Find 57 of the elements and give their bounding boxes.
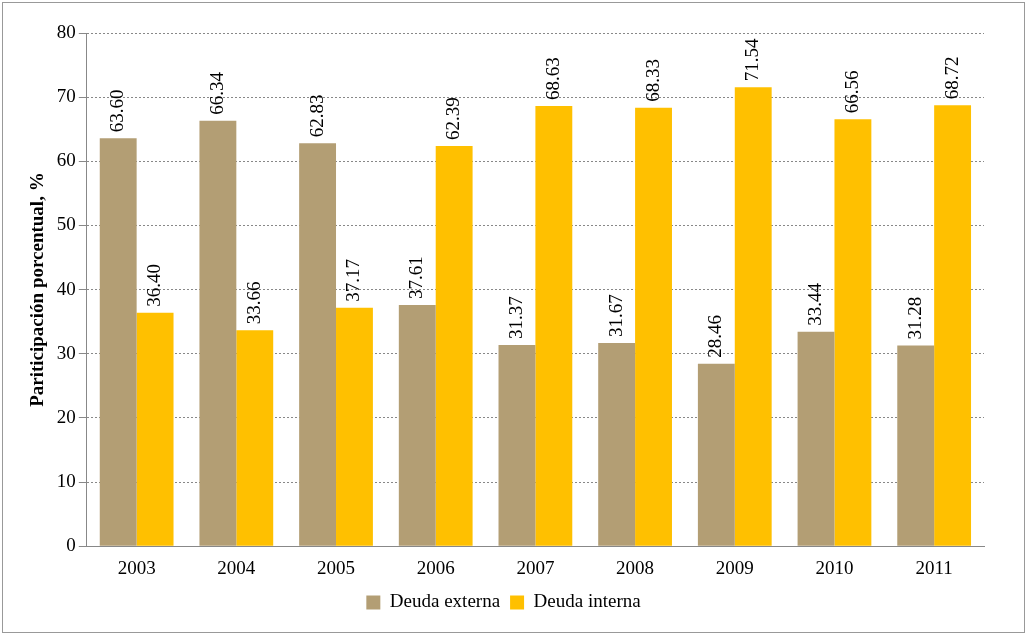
data-label: 71.54 — [741, 38, 763, 82]
bar — [99, 138, 137, 546]
y-axis-title: Pariticipación porcentual, % — [26, 172, 48, 407]
data-label: 63.60 — [106, 89, 128, 133]
bar — [734, 87, 772, 546]
y-tick-label: 60 — [56, 149, 76, 171]
x-tick-label: 2009 — [715, 556, 754, 578]
data-label: 31.67 — [604, 294, 626, 338]
bar — [697, 363, 735, 546]
y-tick-label: 10 — [56, 470, 76, 492]
x-tick-label: 2008 — [616, 556, 655, 578]
data-label: 68.63 — [541, 57, 563, 100]
data-label: 66.56 — [840, 70, 862, 114]
y-tick-label: 20 — [56, 405, 76, 427]
bar — [199, 120, 237, 546]
bar — [336, 307, 373, 546]
bar — [897, 345, 935, 546]
data-label: 31.37 — [504, 296, 526, 339]
data-label: 33.66 — [242, 281, 264, 325]
x-tick-label: 2011 — [915, 556, 953, 578]
data-label: 68.33 — [641, 59, 663, 102]
bar — [834, 119, 872, 546]
x-tick-label: 2006 — [416, 556, 455, 578]
bar — [797, 331, 835, 546]
data-label: 68.72 — [940, 56, 962, 100]
x-tick-label: 2003 — [117, 556, 156, 578]
data-label: 33.44 — [804, 282, 826, 326]
data-label: 28.46 — [704, 314, 726, 358]
bar — [934, 105, 972, 546]
data-label: 66.34 — [205, 71, 227, 115]
y-tick-label: 70 — [56, 85, 76, 107]
legend-label: Deuda interna — [533, 590, 642, 612]
bar — [398, 304, 436, 546]
y-tick-label: 30 — [56, 341, 76, 363]
y-tick-label: 80 — [56, 20, 76, 42]
bar — [299, 143, 337, 546]
bar — [236, 330, 274, 546]
x-tick-label: 2007 — [516, 556, 555, 578]
legend-label: Deuda externa — [389, 590, 501, 612]
x-tick-label: 2010 — [815, 556, 854, 578]
data-label: 37.17 — [342, 259, 364, 302]
bar — [435, 145, 473, 546]
x-tick-label: 2005 — [317, 556, 356, 578]
data-label: 31.28 — [903, 296, 925, 340]
bar — [535, 105, 573, 546]
bar — [498, 344, 536, 546]
bar — [598, 343, 636, 546]
y-tick-label: 50 — [56, 213, 76, 235]
data-label: 62.83 — [305, 94, 327, 138]
data-label: 37.61 — [405, 256, 427, 299]
y-tick-label: 0 — [66, 534, 76, 556]
bar — [136, 312, 174, 546]
y-tick-label: 40 — [56, 277, 76, 299]
bar — [635, 107, 672, 546]
x-tick-label: 2004 — [217, 556, 256, 578]
data-label: 36.40 — [143, 263, 165, 307]
data-label: 62.39 — [442, 97, 464, 140]
